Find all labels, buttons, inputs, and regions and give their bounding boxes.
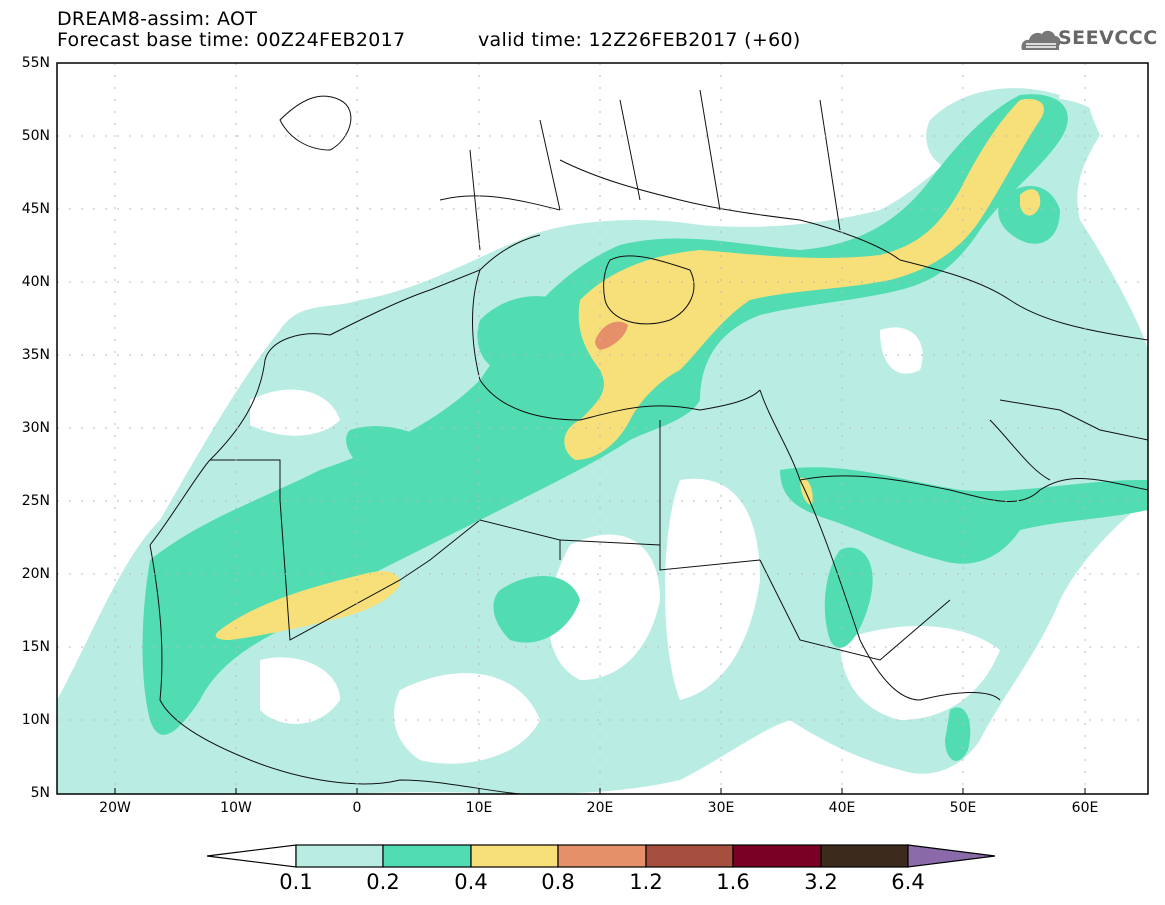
cloud-icon xyxy=(1021,30,1061,50)
colorbar-label: 1.6 xyxy=(716,870,750,894)
aot-field xyxy=(57,63,1148,794)
lat-tick-label: 40N xyxy=(21,274,50,290)
colorbar-cell xyxy=(645,844,734,868)
colorbar-cell xyxy=(382,844,472,868)
colorbar-label: 0.2 xyxy=(366,870,400,894)
lat-tick-label: 45N xyxy=(21,201,50,217)
lat-tick-label: 5N xyxy=(30,785,50,801)
colorbar-cell xyxy=(820,844,909,868)
lat-tick-label: 15N xyxy=(21,639,50,655)
aot-band-0-4 xyxy=(215,99,1044,640)
lon-tick-label: 10E xyxy=(465,800,493,816)
colorbar-label: 3.2 xyxy=(804,870,838,894)
coastlines-borders xyxy=(149,89,1148,794)
colorbar-label: 0.8 xyxy=(541,870,575,894)
lat-tick-label: 20N xyxy=(21,566,50,582)
colorbar-cell xyxy=(557,844,647,868)
seevccc-logo: SEEVCCC xyxy=(1058,27,1158,49)
colorbar-label: 0.1 xyxy=(279,870,313,894)
lat-tick-label: 35N xyxy=(21,347,50,363)
lon-tick-label: 40E xyxy=(828,800,856,816)
lon-tick-label: 10W xyxy=(220,800,252,816)
lat-lon-grid xyxy=(57,63,1148,794)
lat-tick-label: 25N xyxy=(21,493,50,509)
colorbar-cell xyxy=(295,844,384,868)
lat-tick-label: 30N xyxy=(21,420,50,436)
colorbar-low-triangle xyxy=(206,844,297,868)
lat-tick-label: 50N xyxy=(21,128,50,144)
lon-tick-label: 20E xyxy=(586,800,614,816)
colorbar xyxy=(206,844,996,868)
colorbar-label: 0.4 xyxy=(454,870,488,894)
aot-band-0-8 xyxy=(595,321,628,350)
colorbar-high-triangle xyxy=(907,844,996,868)
forecast-base-time: Forecast base time: 00Z24FEB2017 xyxy=(57,29,406,51)
colorbar-cell xyxy=(470,844,559,868)
lon-tick-label: 60E xyxy=(1071,800,1099,816)
map-title: DREAM8-assim: AOT xyxy=(57,8,258,30)
colorbar-label: 1.2 xyxy=(629,870,663,894)
aot-low-areas xyxy=(57,63,1148,764)
lat-tick-label: 55N xyxy=(21,55,50,71)
axis-ticks xyxy=(114,788,1086,794)
valid-time: valid time: 12Z26FEB2017 (+60) xyxy=(478,29,801,51)
lon-tick-label: 20W xyxy=(99,800,131,816)
map-frame xyxy=(56,62,1149,795)
lon-tick-label: 30E xyxy=(707,800,735,816)
colorbar-label: 6.4 xyxy=(891,870,925,894)
lat-tick-label: 10N xyxy=(21,712,50,728)
lon-tick-label: 50E xyxy=(949,800,977,816)
lon-tick-label: 0 xyxy=(352,800,362,816)
colorbar-cell xyxy=(732,844,822,868)
